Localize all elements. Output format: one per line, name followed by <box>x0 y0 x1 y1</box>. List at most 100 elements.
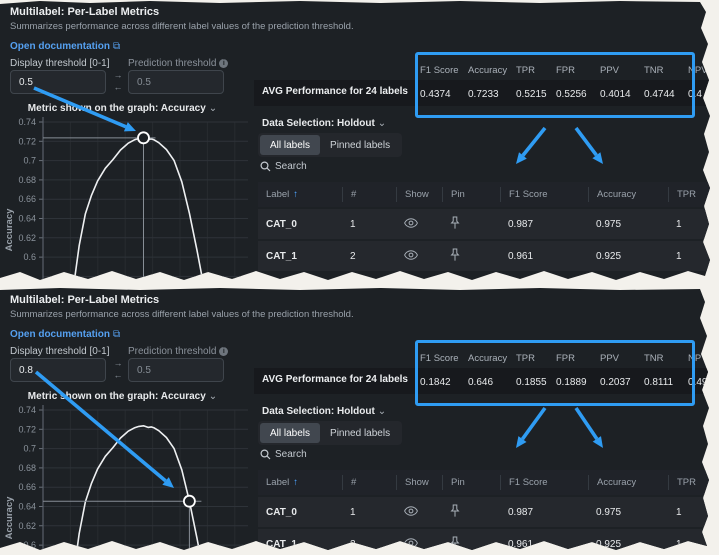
avg-performance-table: F1 Score Accuracy TPR FPR PPV TNR NPV 0.4374 0.7… <box>420 58 710 106</box>
data-selection-dropdown[interactable]: Data Selection: Holdout ⌄ <box>262 406 387 417</box>
page-title: Multilabel: Per-Label Metrics <box>10 6 160 18</box>
metric-selector-dropdown[interactable]: Metric shown on the graph: Accuracy ⌄ <box>27 391 218 402</box>
avg-header-f1-score: F1 Score <box>420 64 459 76</box>
column-header-[interactable]: # <box>342 475 396 490</box>
cell-f1-score: 0.987 <box>508 218 534 230</box>
y-tick-label: 0.62 <box>18 521 36 531</box>
prediction-threshold-input[interactable] <box>128 70 224 94</box>
column-header-tpr[interactable]: TPR <box>668 187 709 202</box>
cell-pin[interactable] <box>442 248 500 265</box>
table-header-row: Label ↑ # Show Pin F1 Score Accuracy TPR <box>258 470 709 495</box>
avg-value-tnr: 0.8111 <box>644 376 674 388</box>
pin-icon[interactable] <box>450 536 460 550</box>
eye-icon[interactable] <box>404 249 418 260</box>
tab-pinned-labels[interactable]: Pinned labels <box>330 427 391 439</box>
y-tick-label: 0.68 <box>18 463 36 473</box>
cell-tpr: 1 <box>676 506 682 518</box>
table-row: CAT_0 1 0.987 0.975 1 <box>258 209 710 239</box>
cell-show[interactable] <box>396 505 442 519</box>
avg-performance-title: AVG Performance for 24 labels <box>262 86 408 97</box>
tab-pinned-labels[interactable]: Pinned labels <box>330 139 391 151</box>
avg-header-fpr: FPR <box>556 64 575 76</box>
avg-value-f1-score: 0.1842 <box>420 376 451 388</box>
column-header-show[interactable]: Show <box>396 475 442 490</box>
column-header-pin[interactable]: Pin <box>442 187 500 202</box>
avg-performance-title: AVG Performance for 24 labels <box>262 374 408 385</box>
search-input[interactable]: Search <box>260 161 307 172</box>
metric-selector-dropdown[interactable]: Metric shown on the graph: Accuracy ⌄ <box>27 103 218 114</box>
avg-header-ppv: PPV <box>600 352 620 364</box>
data-selection-dropdown[interactable]: Data Selection: Holdout ⌄ <box>262 118 387 129</box>
column-header-accuracy[interactable]: Accuracy <box>588 187 668 202</box>
column-header-accuracy[interactable]: Accuracy <box>588 475 668 490</box>
cell-pin[interactable] <box>442 536 500 551</box>
y-tick-label: 0.72 <box>18 136 36 146</box>
cell-pin[interactable] <box>442 504 500 521</box>
pin-icon[interactable] <box>450 248 460 262</box>
tab-all-labels[interactable]: All labels <box>260 135 321 155</box>
threshold-marker[interactable] <box>137 131 150 145</box>
highlight-box-annotation <box>415 340 695 406</box>
avg-value-npv: 0.49 <box>688 376 708 388</box>
cell-show[interactable] <box>396 537 442 551</box>
column-header-tpr[interactable]: TPR <box>668 475 709 490</box>
avg-header-accuracy: Accuracy <box>468 352 508 364</box>
table-row: CAT_1 2 0.961 0.925 1 <box>258 241 710 271</box>
cell-: 2 <box>350 250 356 262</box>
chevron-down-icon: ⌄ <box>208 391 218 402</box>
avg-header-tnr: TNR <box>644 352 664 364</box>
y-axis-label: Accuracy <box>4 208 15 251</box>
cell-f1-score: 0.987 <box>508 506 534 518</box>
y-tick-label: 0.74 <box>18 405 36 415</box>
cell-tpr: 1 <box>676 250 682 262</box>
open-documentation-link[interactable]: Open documentation ⧉ <box>10 329 121 340</box>
avg-header-tpr: TPR <box>516 64 535 76</box>
display-threshold-input[interactable] <box>10 70 106 94</box>
eye-icon[interactable] <box>404 505 418 516</box>
column-header-show[interactable]: Show <box>396 187 442 202</box>
sort-ascending-icon[interactable]: ↑ <box>293 477 298 488</box>
table-header-row: Label ↑ # Show Pin F1 Score Accuracy TPR <box>258 182 710 207</box>
y-tick-label: 0.74 <box>18 117 36 127</box>
y-tick-label: 0.66 <box>18 194 36 204</box>
avg-performance-table: F1 Score Accuracy TPR FPR PPV TNR NPV 0.1842 0.6… <box>420 346 709 394</box>
column-header-label[interactable]: Label ↑ <box>266 477 298 488</box>
avg-header-row: F1 Score Accuracy TPR FPR PPV TNR NPV <box>420 58 710 82</box>
pin-icon[interactable] <box>450 504 460 518</box>
avg-header-tnr: TNR <box>644 64 664 76</box>
cell-label: CAT_0 <box>266 506 297 518</box>
search-input[interactable]: Search <box>260 449 307 460</box>
sort-ascending-icon[interactable]: ↑ <box>293 189 298 200</box>
avg-header-npv: NPV <box>688 352 708 364</box>
prediction-threshold-input[interactable] <box>128 358 224 382</box>
cell-show[interactable] <box>396 217 442 231</box>
table-row: CAT_0 1 0.987 0.975 1 <box>258 497 709 527</box>
cell-: 1 <box>350 218 356 230</box>
cell-show[interactable] <box>396 249 442 263</box>
avg-value-ppv: 0.4014 <box>600 88 631 100</box>
avg-header-tpr: TPR <box>516 352 535 364</box>
cell-pin[interactable] <box>442 216 500 233</box>
cell-: 2 <box>350 538 356 550</box>
avg-header-npv: NPV <box>688 64 708 76</box>
threshold-marker[interactable] <box>182 494 196 508</box>
eye-icon[interactable] <box>404 217 418 228</box>
display-threshold-input[interactable] <box>10 358 106 382</box>
eye-icon[interactable] <box>404 537 418 548</box>
tab-all-labels[interactable]: All labels <box>260 423 321 443</box>
y-tick-label: 0.6 <box>23 252 36 262</box>
open-documentation-link[interactable]: Open documentation ⧉ <box>10 41 121 52</box>
y-tick-label: 0.72 <box>18 424 36 434</box>
avg-header-f1-score: F1 Score <box>420 352 459 364</box>
column-header-[interactable]: # <box>342 187 396 202</box>
avg-value-tnr: 0.4744 <box>644 88 675 100</box>
pin-icon[interactable] <box>450 216 460 230</box>
per-label-metrics-table: Label ↑ # Show Pin F1 Score Accuracy TPR CAT_0 1 0… <box>258 182 710 273</box>
column-header-pin[interactable]: Pin <box>442 475 500 490</box>
column-header-label[interactable]: Label ↑ <box>266 189 298 200</box>
cell-accuracy: 0.925 <box>596 538 622 550</box>
column-header-f1-score[interactable]: F1 Score <box>500 475 588 490</box>
highlight-box-annotation <box>415 52 695 118</box>
column-header-f1-score[interactable]: F1 Score <box>500 187 588 202</box>
prediction-threshold-label: Prediction threshold i <box>128 58 229 69</box>
